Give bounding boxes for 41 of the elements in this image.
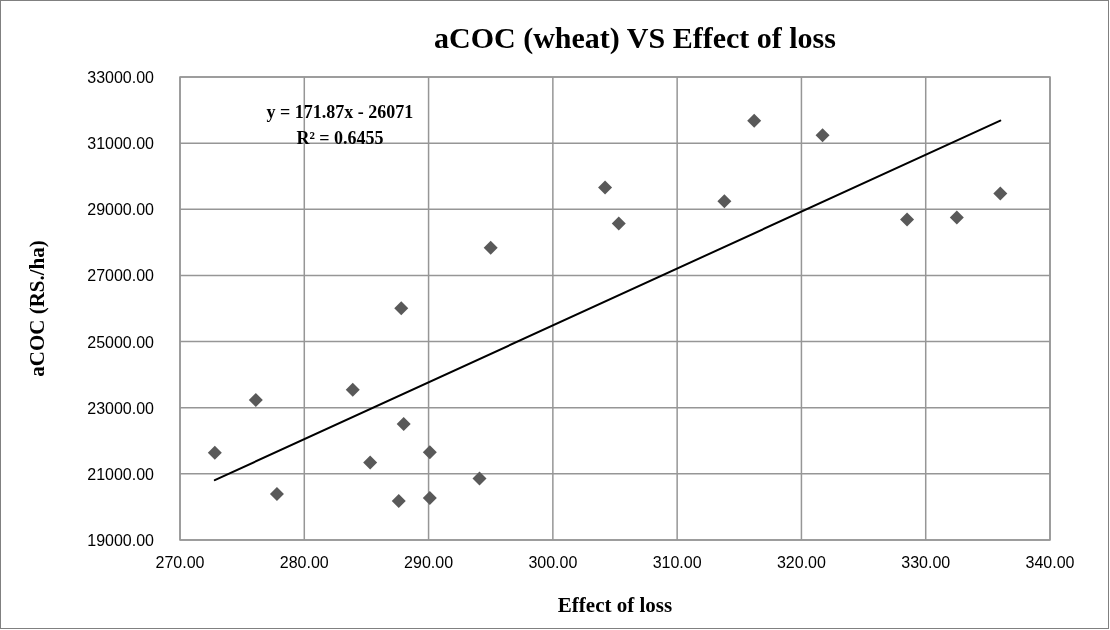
- y-tick-label: 21000.00: [87, 465, 155, 483]
- point: [391, 493, 406, 508]
- x-tick-label: 270.00: [155, 554, 205, 571]
- point: [422, 491, 437, 505]
- y-tick-label: 31000.00: [87, 135, 155, 153]
- point: [363, 455, 378, 470]
- x-tick-label: 290.00: [404, 554, 454, 571]
- chart-title: aCOC (wheat) VS Effect of loss: [434, 21, 836, 55]
- point: [815, 128, 830, 143]
- point: [422, 445, 437, 460]
- point: [472, 471, 487, 486]
- point: [345, 382, 360, 397]
- point: [394, 301, 409, 316]
- point: [993, 186, 1008, 201]
- x-tick-label: 320.00: [776, 554, 826, 571]
- annotation: y = 171.87x - 26071: [266, 102, 414, 122]
- point: [747, 113, 762, 128]
- point: [900, 212, 915, 227]
- point: [598, 180, 613, 195]
- y-axis-title: aCOC (RS./ha): [25, 240, 49, 377]
- x-tick-label: 280.00: [279, 554, 329, 571]
- point: [717, 194, 732, 209]
- x-tick-label: 300.00: [528, 554, 578, 571]
- point: [269, 487, 284, 502]
- annotation: R² = 0.6455: [296, 128, 384, 148]
- y-tick-label: 25000.00: [87, 333, 155, 351]
- x-tick-label: 310.00: [652, 554, 702, 571]
- point: [248, 393, 263, 408]
- y-tick-label: 27000.00: [87, 267, 155, 285]
- x-tick-label: 330.00: [901, 554, 951, 571]
- y-tick-label: 33000.00: [87, 69, 155, 86]
- y-tick-label: 19000.00: [87, 532, 155, 549]
- x-tick-label: 340.00: [1025, 554, 1075, 571]
- point: [483, 240, 498, 255]
- x-axis-title: Effect of loss: [557, 593, 673, 617]
- point: [207, 445, 222, 460]
- point: [949, 210, 964, 225]
- y-tick-label: 29000.00: [87, 201, 155, 219]
- point: [611, 216, 626, 231]
- y-tick-label: 23000.00: [87, 399, 155, 417]
- point: [396, 416, 411, 431]
